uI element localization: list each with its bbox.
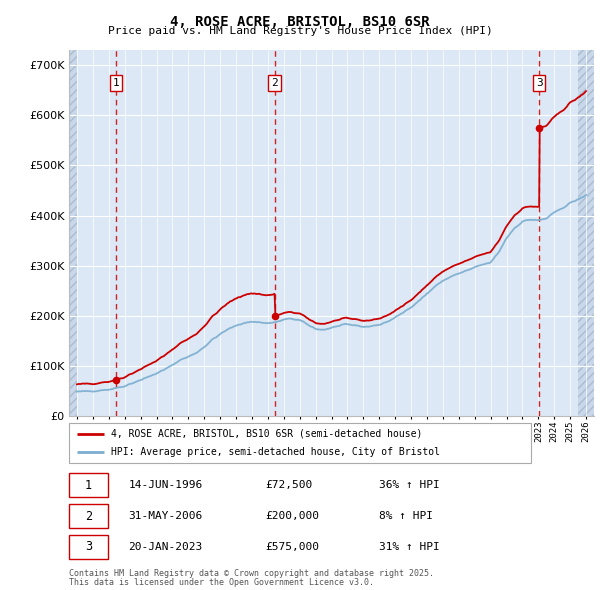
Text: 31-MAY-2006: 31-MAY-2006: [128, 511, 203, 521]
Text: £575,000: £575,000: [265, 542, 319, 552]
Text: 8% ↑ HPI: 8% ↑ HPI: [379, 511, 433, 521]
Bar: [69, 473, 108, 497]
Text: This data is licensed under the Open Government Licence v3.0.: This data is licensed under the Open Gov…: [69, 578, 374, 587]
Text: 14-JUN-1996: 14-JUN-1996: [128, 480, 203, 490]
Text: 3: 3: [536, 78, 542, 88]
Bar: [69, 504, 108, 528]
Text: Contains HM Land Registry data © Crown copyright and database right 2025.: Contains HM Land Registry data © Crown c…: [69, 569, 434, 578]
Text: 4, ROSE ACRE, BRISTOL, BS10 6SR (semi-detached house): 4, ROSE ACRE, BRISTOL, BS10 6SR (semi-de…: [110, 429, 422, 439]
Text: 1: 1: [113, 78, 119, 88]
Text: 20-JAN-2023: 20-JAN-2023: [128, 542, 203, 552]
Text: 2: 2: [85, 510, 92, 523]
Text: HPI: Average price, semi-detached house, City of Bristol: HPI: Average price, semi-detached house,…: [110, 447, 440, 457]
Text: 3: 3: [85, 540, 92, 553]
Text: 1: 1: [85, 478, 92, 491]
Text: £200,000: £200,000: [265, 511, 319, 521]
Bar: [69, 50, 77, 416]
Bar: [69, 535, 108, 559]
Text: 36% ↑ HPI: 36% ↑ HPI: [379, 480, 439, 490]
Text: £72,500: £72,500: [265, 480, 313, 490]
Text: Price paid vs. HM Land Registry's House Price Index (HPI): Price paid vs. HM Land Registry's House …: [107, 26, 493, 36]
Bar: [578, 50, 594, 416]
Text: 2: 2: [271, 78, 278, 88]
Text: 4, ROSE ACRE, BRISTOL, BS10 6SR: 4, ROSE ACRE, BRISTOL, BS10 6SR: [170, 15, 430, 29]
Text: 31% ↑ HPI: 31% ↑ HPI: [379, 542, 439, 552]
